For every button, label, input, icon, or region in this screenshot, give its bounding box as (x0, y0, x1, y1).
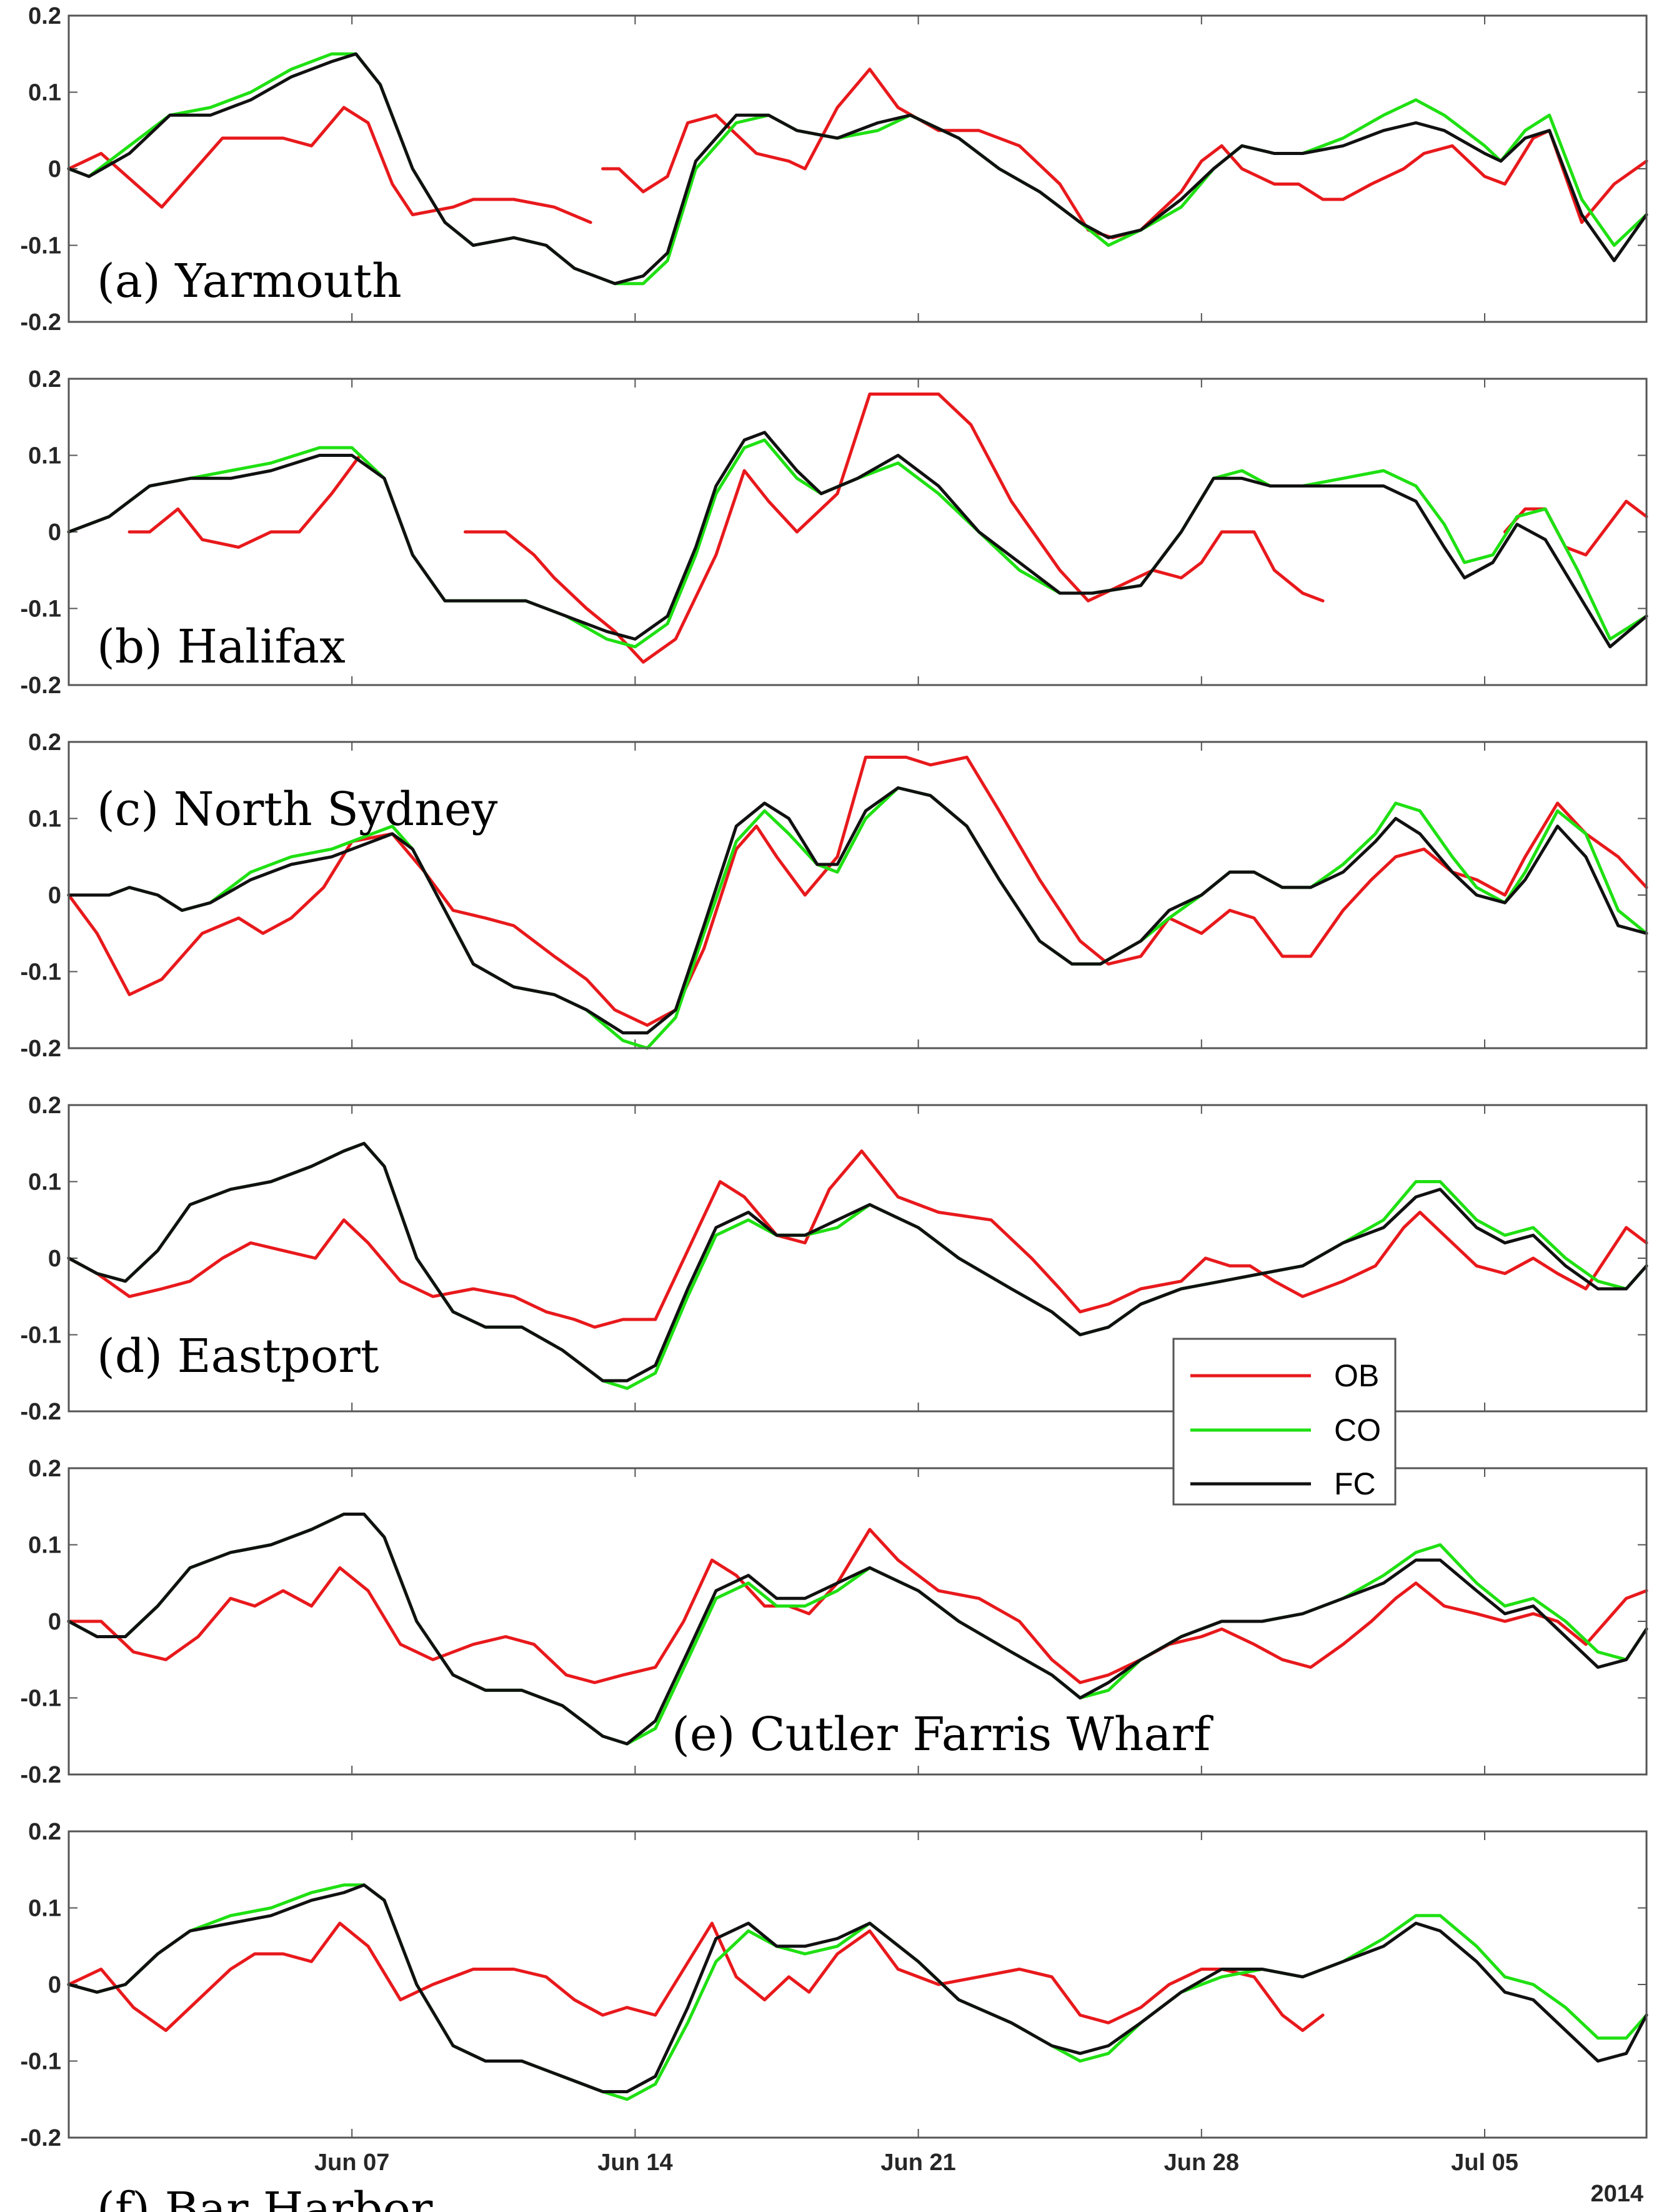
y-tick-label: 0 (48, 1972, 61, 1998)
y-tick-label: 0.1 (28, 80, 61, 106)
panel-3: -0.2 -0.1 0 0.1 0.2 (c) North Sydney (21, 729, 1648, 1062)
panel-5: -0.2 -0.1 0 0.1 0.2 (e) Cutler Farris Wharf (21, 1456, 1648, 1788)
series-fc-line (67, 1141, 1648, 1383)
x-tick-label: Jun 21 (880, 2149, 955, 2176)
y-tick-label: -0.2 (21, 1036, 61, 1062)
y-tick-label: 0.1 (28, 1169, 61, 1196)
y-tick-label: 0 (48, 519, 61, 546)
y-tick-label: 0 (48, 1246, 61, 1272)
legend-label-co: CO (1334, 1413, 1381, 1448)
y-tick-label: 0.2 (28, 1456, 61, 1482)
panel-label: (a) Yarmouth (97, 254, 402, 308)
panel-6: -0.2 -0.1 0 0.1 0.2 (f) Bar Harbor Jun 07 Jun 1… (21, 1819, 1648, 2212)
series-fc-line (67, 1513, 1648, 1746)
axes-box (67, 378, 1648, 686)
y-tick-label: 0.1 (28, 1896, 61, 1922)
y-tick-label: 0.2 (28, 1093, 61, 1119)
y-tick-label: -0.2 (21, 2125, 61, 2151)
series-fc-line (67, 1883, 1648, 2093)
panels: -0.2 -0.1 0 0.1 0.2 (a) Yarmouth -0.2 -0.1 0 0.1 0… (21, 3, 1648, 2212)
panel-label: (f) Bar Harbor (97, 2183, 433, 2212)
y-tick-label: -0.1 (21, 959, 61, 986)
panel-label: (b) Halifax (97, 620, 346, 674)
legend: OB CO FC (1172, 1338, 1397, 1506)
series-co-line (67, 1883, 1648, 2101)
y-tick-label: -0.1 (21, 1323, 61, 1349)
series-ob-line (464, 393, 1325, 664)
y-tick-label: 0.2 (28, 3, 61, 29)
panel-2: -0.2 -0.1 0 0.1 0.2 (b) Halifax (21, 366, 1648, 699)
x-tick-label: Jun 14 (597, 2149, 672, 2176)
series-ob-line (601, 68, 1648, 239)
y-tick-label: -0.2 (21, 1399, 61, 1425)
series-ob-line (67, 1921, 1325, 2032)
y-tick-label: 0.1 (28, 1533, 61, 1559)
series-fc-line (67, 431, 1648, 649)
legend-box (1172, 1338, 1397, 1506)
axes-box (67, 741, 1648, 1049)
series-fc-line (67, 786, 1648, 1034)
panel-label: (c) North Sydney (97, 783, 498, 836)
y-tick-label: -0.1 (21, 596, 61, 623)
axes-box (67, 14, 1648, 323)
y-tick-label: 0.2 (28, 729, 61, 756)
x-tick-label: Jun 28 (1164, 2149, 1239, 2176)
series-ob-line (67, 756, 1648, 1027)
panel-label: (d) Eastport (97, 1329, 379, 1383)
y-tick-label: -0.2 (21, 309, 61, 336)
legend-label-fc: FC (1334, 1466, 1376, 1501)
y-tick-label: -0.1 (21, 2049, 61, 2075)
series-ob-line (67, 106, 592, 224)
panel-4: -0.2 -0.1 0 0.1 0.2 (d) Eastport (21, 1093, 1648, 1425)
y-tick-label: 0.1 (28, 443, 61, 469)
y-tick-label: 0.1 (28, 806, 61, 833)
axes-box (67, 1830, 1648, 2139)
x-tick-label: Jun 07 (314, 2149, 389, 2176)
legend-label-ob: OB (1334, 1358, 1379, 1393)
y-tick-label: 0.2 (28, 1819, 61, 1845)
series-ob-line (67, 1528, 1648, 1684)
y-tick-label: -0.2 (21, 1762, 61, 1788)
y-tick-label: -0.1 (21, 1686, 61, 1712)
series-co-line (67, 438, 1648, 649)
panel-1: -0.2 -0.1 0 0.1 0.2 (a) Yarmouth (21, 3, 1648, 336)
series-ob-line (127, 454, 362, 549)
series-co-line (67, 786, 1648, 1050)
series-co-line (67, 52, 1648, 286)
axes-box (67, 1104, 1648, 1413)
x-tick-label: Jul 05 (1451, 2149, 1518, 2176)
y-tick-label: -0.2 (21, 673, 61, 699)
y-tick-label: 0.2 (28, 366, 61, 393)
series-ob-line (67, 1149, 1648, 1329)
y-tick-label: 0 (48, 156, 61, 183)
year-label: 2014 (1590, 2181, 1643, 2207)
y-tick-label: 0 (48, 883, 61, 909)
axes-box (67, 1467, 1648, 1776)
panel-label: (e) Cutler Farris Wharf (672, 1708, 1213, 1761)
y-tick-label: 0 (48, 1609, 61, 1635)
series-fc-line (67, 52, 1648, 286)
y-tick-label: -0.1 (21, 233, 61, 259)
